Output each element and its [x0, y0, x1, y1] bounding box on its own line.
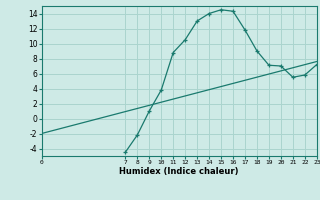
X-axis label: Humidex (Indice chaleur): Humidex (Indice chaleur): [119, 167, 239, 176]
